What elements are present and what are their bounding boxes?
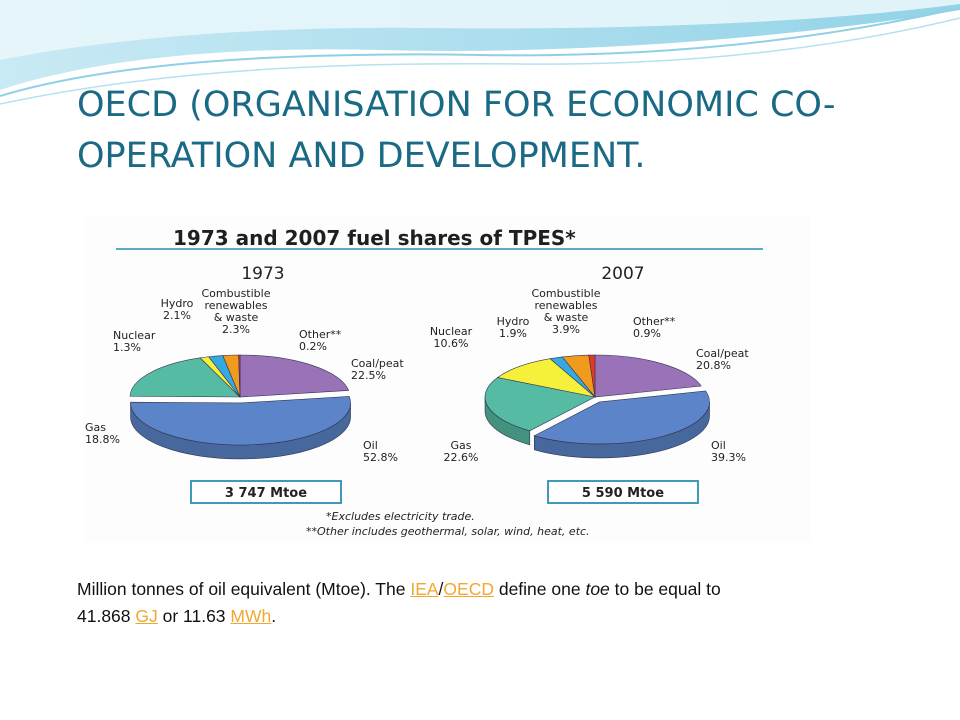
- header-wave-decoration: [0, 0, 960, 105]
- slice-label: Hydro 1.9%: [497, 315, 530, 340]
- footnote-1: *Excludes electricity trade.: [326, 510, 475, 523]
- fuel-shares-chart: 1973 and 2007 fuel shares of TPES* 1973 C…: [85, 226, 763, 538]
- slice-label: Hydro 2.1%: [161, 297, 194, 322]
- note-text: define one: [493, 579, 586, 599]
- link-gj[interactable]: GJ: [135, 606, 158, 626]
- fuel-shares-figure: 1973 and 2007 fuel shares of TPES* 1973 C…: [83, 217, 810, 542]
- link-iea[interactable]: IEA: [410, 579, 439, 599]
- pie-2007: 2007 Coal/peat 20.8% Oil 39.3% Gas 22.6% Nuclea…: [430, 264, 749, 504]
- slice-label: Gas 22.6%: [444, 439, 479, 464]
- chart-title: 1973 and 2007 fuel shares of TPES*: [173, 226, 576, 250]
- slice-label: Combustible renewables & waste 3.9%: [532, 287, 601, 336]
- total-label: 5 590 Mtoe: [582, 486, 664, 501]
- slice-coal-peat: [239, 354, 350, 398]
- slice-label: Gas 18.8%: [85, 421, 120, 446]
- slice-nuclear: [496, 358, 597, 398]
- slice-label: Other** 0.2%: [299, 328, 342, 353]
- slice-oil: [533, 390, 710, 445]
- total-label: 3 747 Mtoe: [225, 486, 307, 501]
- note-toe: toe: [585, 579, 610, 599]
- slice-coal-peat: [594, 354, 702, 398]
- note-text: or 11.63: [157, 606, 231, 626]
- mtoe-definition-note: Million tonnes of oil equivalent (Mtoe).…: [77, 576, 727, 630]
- year-label: 1973: [241, 264, 284, 284]
- total-box: [547, 480, 699, 504]
- note-text: Million tonnes of oil equivalent (Mtoe).…: [77, 579, 411, 599]
- slice-gas: [129, 357, 241, 398]
- slice-label: Oil 52.8%: [363, 439, 398, 464]
- slice-other: [238, 354, 241, 398]
- pie-1973: 1973 Coal/peat 22.5% Oil 52.8% Gas 18.8% Nuclea…: [85, 264, 404, 504]
- slice-gas: [484, 377, 596, 432]
- slice-label: Oil 39.3%: [711, 439, 746, 464]
- pie-charts: 1973 Coal/peat 22.5% Oil 52.8% Gas 18.8% Nuclea…: [85, 264, 749, 504]
- slice-label: Other** 0.9%: [633, 315, 676, 340]
- slide-title: OECD (ORGANISATION FOR ECONOMIC CO-OPERA…: [77, 85, 836, 176]
- slice-label: Coal/peat 22.5%: [351, 357, 404, 382]
- slice-label: Nuclear 1.3%: [113, 329, 156, 354]
- slice-other: [588, 354, 596, 398]
- slice-label: Combustible renewables & waste 2.3%: [202, 287, 271, 336]
- year-label: 2007: [601, 264, 644, 284]
- total-box: [190, 480, 342, 504]
- note-separator: /: [438, 579, 444, 599]
- note-text: to be equal to 41.868: [77, 579, 721, 626]
- slice-label: Nuclear 10.6%: [430, 325, 473, 350]
- footnote-2: **Other includes geothermal, solar, wind…: [306, 525, 590, 538]
- link-oecd[interactable]: OECD: [443, 579, 494, 599]
- slice-oil: [130, 396, 351, 446]
- slice-label: Coal/peat 20.8%: [696, 347, 749, 372]
- note-text: .: [271, 606, 277, 626]
- link-mwh[interactable]: MWh: [230, 606, 272, 626]
